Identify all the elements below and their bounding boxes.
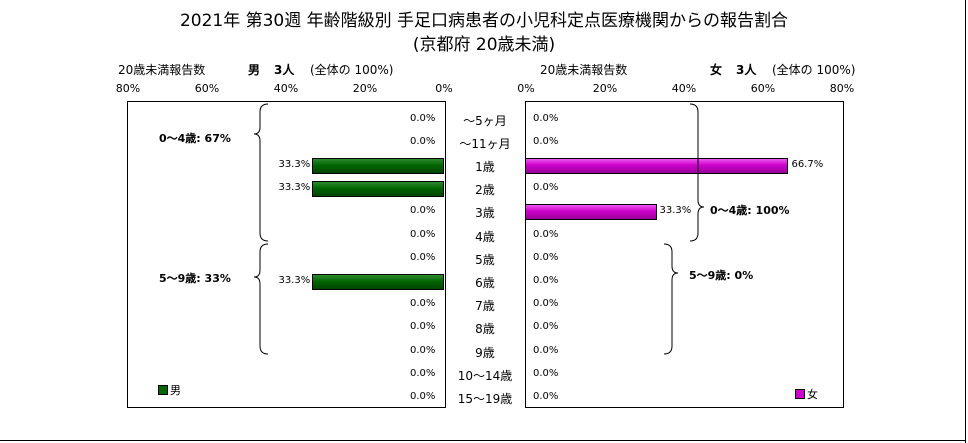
category-label: 5歳 — [475, 252, 495, 267]
right-tick: 40% — [671, 82, 697, 95]
category-label: 9歳 — [475, 345, 495, 360]
male-value-label: 0.0% — [410, 112, 436, 124]
male-value-label: 33.3% — [278, 275, 311, 286]
female-5-9-bracket — [663, 243, 679, 355]
category-label: 7歳 — [475, 299, 495, 314]
female-value-label: 0.0% — [533, 228, 559, 240]
female-share: (全体の 100%) — [772, 63, 856, 77]
left-tick: 80% — [115, 82, 141, 95]
female-value-label: 0.0% — [533, 251, 559, 263]
male-bar — [312, 274, 444, 290]
female-value-label: 0.0% — [533, 135, 559, 147]
male-value-label: 0.0% — [410, 251, 436, 263]
male-bar — [312, 158, 444, 174]
female-sex-label: 女 — [710, 63, 723, 77]
category-label: 3歳 — [475, 206, 495, 221]
category-label: 2歳 — [475, 183, 495, 198]
male-sex-label: 男 — [248, 63, 261, 77]
female-legend-swatch — [795, 389, 805, 399]
right-tick: 20% — [592, 82, 618, 95]
female-value-label: 33.3% — [659, 205, 692, 217]
female-value-label: 0.0% — [533, 344, 559, 356]
right-tick: 60% — [750, 82, 776, 95]
female-legend: 女 — [795, 386, 818, 402]
male-5-9-bracket — [253, 243, 269, 355]
female-legend-label: 女 — [807, 388, 818, 401]
male-value-label: 33.3% — [278, 159, 311, 170]
female-report-label: 20歳未満報告数 — [540, 63, 628, 77]
female-value-label: 0.0% — [533, 182, 559, 194]
male-plot-panel — [127, 101, 446, 408]
female-value-label: 0.0% — [533, 112, 559, 124]
male-legend-swatch — [158, 385, 168, 395]
category-label: 8歳 — [475, 322, 495, 337]
chart-title: 2021年 第30週 年齢階級別 手足口病患者の小児科定点医療機関からの報告割合 — [179, 11, 789, 31]
male-value-label: 0.0% — [410, 228, 436, 240]
right-tick: 0% — [517, 82, 535, 95]
male-5-9-group-label: 5～9歳: 33% — [159, 272, 231, 285]
male-value-label: 0.0% — [410, 205, 436, 217]
male-value-label: 0.0% — [410, 344, 436, 356]
male-bar — [312, 181, 444, 198]
category-label: 4歳 — [475, 229, 495, 244]
male-share: (全体の 100%) — [310, 63, 394, 77]
male-value-label: 0.0% — [410, 321, 436, 333]
category-label: 6歳 — [475, 276, 495, 290]
category-label: ～5ヶ月 — [463, 113, 507, 128]
left-tick: 0% — [435, 82, 453, 95]
female-count: 3人 — [736, 63, 757, 77]
male-count: 3人 — [274, 63, 295, 77]
male-value-label: 0.0% — [410, 298, 436, 310]
female-value-label: 0.0% — [533, 298, 559, 310]
female-5-9-group-label: 5～9歳: 0% — [689, 269, 754, 282]
female-bar — [525, 158, 789, 174]
female-value-label: 66.7% — [791, 159, 824, 170]
male-value-label: 0.0% — [410, 391, 436, 402]
female-value-label: 0.0% — [533, 275, 559, 286]
male-legend: 男 — [158, 382, 181, 398]
female-value-label: 0.0% — [533, 367, 559, 379]
female-bar — [525, 204, 657, 221]
male-report-label: 20歳未満報告数 — [118, 63, 206, 77]
male-0-4-bracket — [253, 103, 269, 242]
category-label: 1歳 — [475, 160, 495, 174]
left-tick: 20% — [352, 82, 378, 95]
female-0-4-bracket — [689, 103, 705, 242]
left-tick: 60% — [194, 82, 220, 95]
male-0-4-group-label: 0～4歳: 67% — [159, 132, 231, 145]
chart-subtitle: (京都府 20歳未満) — [412, 35, 556, 55]
male-value-label: 33.3% — [278, 182, 311, 194]
category-label: 10～14歳 — [457, 368, 513, 383]
female-value-label: 0.0% — [533, 391, 559, 402]
male-value-label: 0.0% — [410, 135, 436, 147]
left-tick: 40% — [273, 82, 299, 95]
male-legend-label: 男 — [170, 384, 181, 397]
female-0-4-group-label: 0～4歳: 100% — [710, 204, 790, 217]
male-value-label: 0.0% — [410, 367, 436, 379]
frame-bottom-border — [0, 440, 966, 441]
female-value-label: 0.0% — [533, 321, 559, 333]
category-label: 15～19歳 — [457, 392, 513, 406]
frame-right-border — [965, 0, 966, 443]
right-tick: 80% — [829, 82, 855, 95]
category-label: ～11ヶ月 — [459, 136, 511, 151]
female-plot-panel — [525, 101, 844, 408]
